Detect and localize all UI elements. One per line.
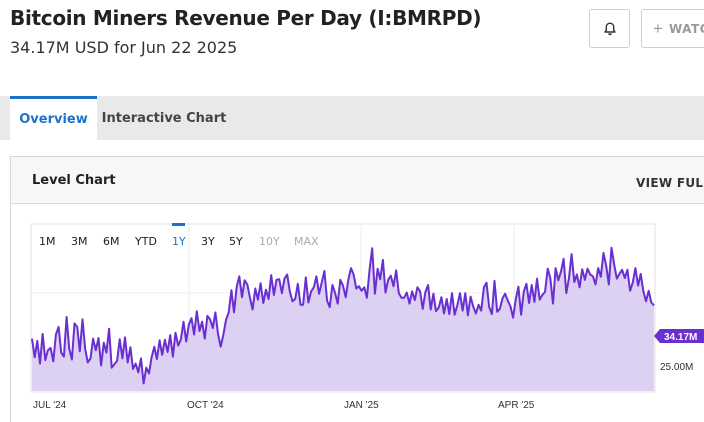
range-ytd-button[interactable]: YTD (135, 235, 157, 248)
watchlist-button[interactable]: + WATC (641, 9, 704, 48)
current-value-flag: 34.17M (654, 329, 704, 343)
watchlist-button-label: WATC (668, 21, 704, 36)
bell-icon (603, 22, 616, 35)
current-value-label: 34.17M (664, 332, 697, 343)
x-axis: JUL '24 OCT '24 JAN '25 APR '25 (33, 400, 535, 411)
active-range-indicator (172, 223, 185, 226)
panel-header: Level Chart VIEW FULL C (11, 157, 704, 204)
range-max-button: MAX (294, 235, 319, 248)
page-subtitle: 34.17M USD for Jun 22 2025 (10, 38, 238, 57)
range-1m-button[interactable]: 1M (39, 235, 56, 248)
tab-interactive-chart-label: Interactive Chart (101, 110, 227, 126)
range-3m-button[interactable]: 3M (71, 235, 88, 248)
panel-title: Level Chart (32, 173, 116, 188)
x-tick-label: JAN '25 (344, 400, 379, 411)
alert-button[interactable] (589, 9, 630, 48)
y-tick-label: 25.00M (660, 362, 693, 373)
x-tick-label: APR '25 (498, 400, 535, 411)
y-axis: 25.00M (660, 362, 693, 373)
view-full-chart-link[interactable]: VIEW FULL C (636, 176, 704, 190)
tab-interactive-chart[interactable]: Interactive Chart (101, 96, 227, 140)
tab-overview-label: Overview (19, 112, 88, 127)
series-area (32, 247, 654, 391)
range-1y-button[interactable]: 1Y (172, 235, 186, 248)
page-title: Bitcoin Miners Revenue Per Day (I:BMRPD) (10, 6, 482, 30)
tab-overview[interactable]: Overview (10, 96, 97, 140)
range-6m-button[interactable]: 6M (103, 235, 120, 248)
x-tick-label: OCT '24 (187, 400, 224, 411)
current-value-marker (654, 329, 704, 343)
x-tick-label: JUL '24 (33, 400, 67, 411)
range-10y-button: 10Y (259, 235, 280, 248)
tab-bar: Overview Interactive Chart (0, 96, 704, 140)
range-3y-button[interactable]: 3Y (201, 235, 215, 248)
series-line (31, 246, 655, 385)
range-5y-button[interactable]: 5Y (229, 235, 243, 248)
plus-icon: + (653, 19, 663, 38)
